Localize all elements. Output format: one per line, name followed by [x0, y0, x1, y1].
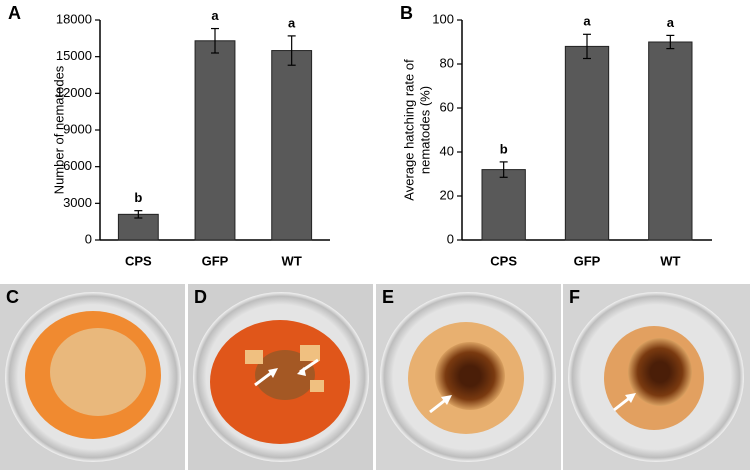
photo-d [188, 284, 373, 470]
y-tick-label: 3000 [63, 195, 92, 210]
panel-label: F [569, 287, 580, 307]
x-tick-label: WT [660, 253, 680, 268]
x-tick-label: CPS [490, 253, 517, 268]
significance-letter: a [288, 15, 296, 30]
y-tick-label: 100 [432, 11, 454, 26]
bar [271, 50, 313, 241]
panel-label: B [400, 3, 413, 23]
bar [117, 213, 159, 241]
y-axis-label: Average hatching rate of [401, 59, 416, 201]
significance-letter: a [211, 8, 219, 23]
x-tick-label: WT [282, 253, 302, 268]
panel-label: D [194, 287, 207, 307]
significance-letter: a [667, 15, 675, 30]
panel-label: C [6, 287, 19, 307]
x-tick-label: GFP [202, 253, 229, 268]
y-tick-label: 18000 [56, 11, 92, 26]
panel-label: A [8, 3, 21, 23]
y-tick-label: 20 [440, 187, 454, 202]
y-axis-label: nematodes (%) [417, 86, 432, 174]
photo-e [376, 284, 561, 470]
y-tick-label: 40 [440, 143, 454, 158]
y-tick-label: 80 [440, 55, 454, 70]
y-tick-label: 12000 [56, 85, 92, 100]
y-tick-label: 60 [440, 99, 454, 114]
bar [648, 41, 693, 241]
y-axis-label: Number of nematodes [51, 65, 66, 194]
x-tick-label: GFP [574, 253, 601, 268]
photo-f [563, 284, 750, 470]
bar [481, 169, 526, 241]
y-tick-label: 0 [85, 231, 92, 246]
photo-c [0, 284, 185, 470]
y-tick-label: 0 [447, 231, 454, 246]
significance-letter: b [134, 190, 142, 205]
bar [194, 40, 236, 241]
panel-label: E [382, 287, 394, 307]
significance-letter: b [500, 141, 508, 156]
y-tick-label: 9000 [63, 121, 92, 136]
significance-letter: a [583, 14, 591, 29]
y-tick-label: 15000 [56, 48, 92, 63]
y-tick-label: 6000 [63, 158, 92, 173]
x-tick-label: CPS [125, 253, 152, 268]
bar [564, 45, 610, 241]
